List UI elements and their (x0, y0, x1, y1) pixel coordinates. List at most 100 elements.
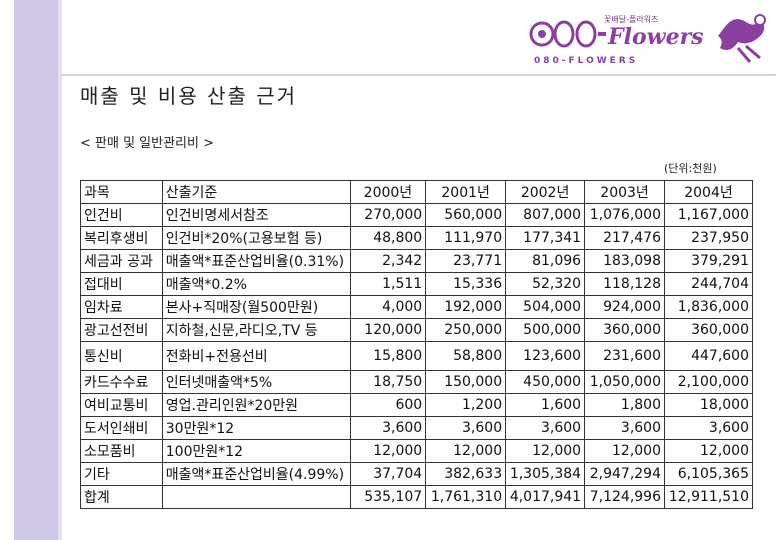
cell-2002: 504,000 (505, 295, 586, 319)
cell-2001: 3,600 (425, 416, 507, 440)
cell-2001: 12,000 (425, 439, 507, 463)
row-item: 임차료 (80, 295, 163, 319)
cell-2003: 231,600 (584, 341, 665, 371)
cell-2002: 81,096 (505, 249, 586, 273)
row-basis: 30만원*12 (161, 416, 351, 440)
cell-2004: 18,000 (664, 393, 753, 417)
cell-2000: 12,000 (349, 439, 427, 463)
cell-2002: 52,320 (505, 272, 586, 296)
table-row: 소모품비 100만원*12 12,000 12,000 12,000 12,00… (80, 439, 753, 463)
cell-2000: 600 (349, 393, 427, 417)
cell-2004: 3,600 (664, 416, 753, 440)
logo-tagline: 꽃배달-플라워즈 (604, 15, 659, 24)
cell-2004: 12,911,510 (664, 485, 753, 509)
cell-2004: 2,100,000 (664, 370, 753, 394)
cell-2000: 48,800 (349, 226, 427, 250)
cell-2004: 1,836,000 (664, 295, 753, 319)
cell-2000: 1,511 (349, 272, 427, 296)
table-row: 광고선전비 지하철,신문,라디오,TV 등 120,000 250,000 50… (80, 318, 753, 342)
cell-2002: 1,305,384 (505, 462, 586, 486)
cell-2004: 379,291 (664, 249, 753, 273)
row-item: 인건비 (80, 203, 163, 227)
row-basis: 영업.관리인원*20만원 (161, 393, 351, 417)
flowers-logo: Flowers 꽃배달-플라워즈 080-FLOWERS (528, 8, 778, 74)
cell-2000: 15,800 (349, 341, 427, 371)
page-title: 매출 및 비용 산출 근거 (80, 84, 298, 108)
cell-2000: 18,750 (349, 370, 427, 394)
svg-text:Flowers: Flowers (607, 24, 704, 50)
cell-2004: 1,167,000 (664, 203, 753, 227)
cell-2000: 120,000 (349, 318, 427, 342)
cell-2003: 1,050,000 (584, 370, 665, 394)
table-row: 도서인쇄비 30만원*12 3,600 3,600 3,600 3,600 3,… (80, 416, 753, 440)
cell-2001: 1,761,310 (425, 485, 507, 509)
cell-2000: 535,107 (349, 485, 427, 509)
row-basis: 전화비+전용선비 (161, 341, 351, 371)
row-item: 광고선전비 (80, 318, 163, 342)
table-header-row: 과목 산출기준 2000년 2001년 2002년 2003년 2004년 (80, 180, 753, 204)
cell-2001: 58,800 (425, 341, 507, 371)
row-basis (161, 485, 351, 509)
cell-2001: 192,000 (425, 295, 507, 319)
table-row: 통신비 전화비+전용선비 15,800 58,800 123,600 231,6… (80, 341, 753, 371)
cell-2001: 560,000 (425, 203, 507, 227)
cell-2000: 4,000 (349, 295, 427, 319)
cell-2001: 250,000 (425, 318, 507, 342)
cell-2002: 1,600 (505, 393, 586, 417)
table-total-row: 합계 535,107 1,761,310 4,017,941 7,124,996… (80, 485, 753, 509)
row-item: 여비교통비 (80, 393, 163, 417)
row-basis: 매출액*표준산업비율(0.31%) (161, 249, 351, 273)
cell-2003: 118,128 (584, 272, 665, 296)
expense-table: 과목 산출기준 2000년 2001년 2002년 2003년 2004년 인건… (80, 180, 753, 509)
cell-2003: 7,124,996 (584, 485, 665, 509)
row-basis: 인건비*20%(고용보험 등) (161, 226, 351, 250)
table-row: 임차료 본사+직매장(월500만원) 4,000 192,000 504,000… (80, 295, 753, 319)
cell-2002: 450,000 (505, 370, 586, 394)
cell-2000: 2,342 (349, 249, 427, 273)
header-basis: 산출기준 (161, 180, 351, 204)
header-year-2000: 2000년 (349, 180, 427, 204)
cell-2003: 183,098 (584, 249, 665, 273)
cell-2001: 1,200 (425, 393, 507, 417)
row-basis: 본사+직매장(월500만원) (161, 295, 351, 319)
header-year-2004: 2004년 (664, 180, 753, 204)
row-item: 접대비 (80, 272, 163, 296)
cell-2004: 12,000 (664, 439, 753, 463)
header-year-2003: 2003년 (584, 180, 665, 204)
cell-2001: 150,000 (425, 370, 507, 394)
row-item: 세금과 공과 (80, 249, 163, 273)
row-item: 합계 (80, 485, 163, 509)
side-decoration-band (14, 0, 62, 540)
header-item: 과목 (80, 180, 163, 204)
cell-2004: 447,600 (664, 341, 753, 371)
table-row: 여비교통비 영업.관리인원*20만원 600 1,200 1,600 1,800… (80, 393, 753, 417)
row-basis: 매출액*표준산업비율(4.99%) (161, 462, 351, 486)
cell-2002: 12,000 (505, 439, 586, 463)
row-basis: 매출액*0.2% (161, 272, 351, 296)
table-row: 복리후생비 인건비*20%(고용보험 등) 48,800 111,970 177… (80, 226, 753, 250)
cell-2002: 177,341 (505, 226, 586, 250)
cell-2003: 2,947,294 (584, 462, 665, 486)
logo-subline: 080-FLOWERS (534, 56, 639, 66)
cell-2003: 217,476 (584, 226, 665, 250)
cell-2004: 237,950 (664, 226, 753, 250)
cell-2003: 360,000 (584, 318, 665, 342)
row-item: 도서인쇄비 (80, 416, 163, 440)
cell-2001: 111,970 (425, 226, 507, 250)
cell-2000: 37,704 (349, 462, 427, 486)
cell-2003: 1,076,000 (584, 203, 665, 227)
table-row: 세금과 공과 매출액*표준산업비율(0.31%) 2,342 23,771 81… (80, 249, 753, 273)
cell-2002: 500,000 (505, 318, 586, 342)
row-item: 소모품비 (80, 439, 163, 463)
table-row: 카드수수료 인터넷매출액*5% 18,750 150,000 450,000 1… (80, 370, 753, 394)
cell-2000: 270,000 (349, 203, 427, 227)
row-item: 복리후생비 (80, 226, 163, 250)
row-basis: 인건비명세서참조 (161, 203, 351, 227)
row-basis: 인터넷매출액*5% (161, 370, 351, 394)
cell-2002: 123,600 (505, 341, 586, 371)
cell-2004: 6,105,365 (664, 462, 753, 486)
table-row: 접대비 매출액*0.2% 1,511 15,336 52,320 118,128… (80, 272, 753, 296)
row-basis: 지하철,신문,라디오,TV 등 (161, 318, 351, 342)
cell-2002: 3,600 (505, 416, 586, 440)
cell-2002: 4,017,941 (505, 485, 586, 509)
